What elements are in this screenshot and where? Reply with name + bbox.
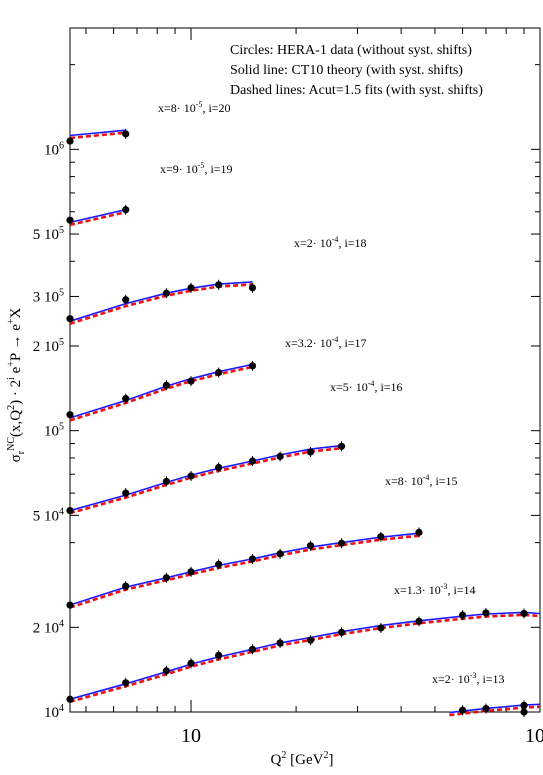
- y-axis-title: σrNC(x,Q2) · 2i e+P → e+X: [6, 307, 27, 462]
- annotation-line: Dashed lines: Acut=1.5 fits (with syst. …: [230, 83, 483, 98]
- data-point: [122, 582, 130, 590]
- data-point: [215, 560, 223, 568]
- fit-line: [69, 283, 253, 325]
- y-tick-label: 2 104: [33, 618, 64, 636]
- fit-line: [69, 210, 126, 227]
- data-point: [520, 609, 528, 618]
- data-point: [458, 706, 467, 714]
- data-point: [520, 701, 528, 710]
- theory-line: [69, 611, 541, 700]
- series-label: x=3.2· 10-4, i=17: [285, 335, 367, 350]
- y-tick-label: 5 105: [33, 225, 64, 243]
- data-point: [248, 645, 257, 653]
- data-point: [162, 667, 170, 675]
- data-point: [276, 550, 284, 558]
- series-label: x=8· 10-5, i=20: [158, 100, 231, 115]
- data-point: [187, 377, 195, 385]
- x-axis-title: Q2 [GeV2]: [271, 750, 334, 768]
- data-point: [122, 296, 130, 304]
- annotation-line: Solid line: CT10 theory (with syst. shif…: [230, 63, 463, 78]
- data-point: [162, 574, 170, 582]
- data-point: [306, 448, 315, 456]
- data-point: [162, 381, 170, 389]
- data-point: [66, 601, 74, 609]
- theory-line: [69, 363, 253, 419]
- theory-line: [69, 129, 126, 137]
- data-point: [122, 206, 130, 214]
- theory-line: [69, 281, 253, 322]
- fit-line: [449, 705, 541, 717]
- data-point: [162, 477, 170, 486]
- annotation-line: Circles: HERA-1 data (without syst. shif…: [230, 43, 472, 58]
- legend-notes: Circles: HERA-1 data (without syst. shif…: [230, 43, 483, 98]
- y-tick-label: 5 104: [33, 506, 64, 524]
- data-point: [276, 452, 284, 461]
- data-point: [187, 284, 195, 292]
- data-point: [337, 442, 346, 450]
- data-point: [306, 636, 315, 644]
- data-point: [215, 281, 223, 289]
- series-label: x=9· 10-5, i=19: [160, 161, 233, 176]
- data-point: [377, 624, 385, 632]
- fit-line: [69, 131, 126, 140]
- series-label: x=8· 10-4, i=15: [385, 473, 458, 488]
- data-point: [162, 289, 170, 297]
- curves: [69, 129, 541, 717]
- data-point: [122, 130, 130, 138]
- y-tick-label: 104: [44, 703, 64, 721]
- data-point: [215, 651, 223, 659]
- theory-line: [69, 532, 420, 606]
- y-tick-label: 106: [44, 140, 64, 158]
- data-point: [415, 528, 423, 536]
- plot-frame: [69, 27, 541, 713]
- theory-line: [449, 703, 541, 714]
- data-point: [337, 539, 346, 547]
- data-point: [66, 315, 74, 323]
- y-tick-label: 2 105: [33, 337, 64, 355]
- data-point: [482, 609, 490, 617]
- series-labels: x=8· 10-5, i=20 x=9· 10-5, i=19 x=2· 10-4,…: [158, 100, 505, 686]
- data-point: [66, 216, 74, 224]
- data-point: [458, 611, 467, 619]
- data-point: [248, 362, 257, 370]
- data-point: [248, 457, 257, 465]
- data-point: [187, 472, 195, 480]
- data-point: [66, 695, 74, 703]
- series-label: x=5· 10-4, i=16: [330, 379, 403, 394]
- axis-ticks: 104 2 104 5 104 105 2 105 3 105 5 105 106 10 100: [33, 28, 543, 747]
- data-point: [215, 368, 223, 377]
- data-point: [482, 705, 490, 713]
- y-tick-label: 105: [44, 422, 64, 440]
- series-label: x=2· 10-4, i=18: [294, 235, 367, 250]
- data-point: [415, 617, 423, 625]
- data-point: [187, 568, 195, 576]
- data-point: [122, 679, 130, 687]
- data-point: [377, 533, 385, 541]
- fit-line: [69, 613, 541, 703]
- series-label: x=2· 10-3, i=13: [432, 671, 505, 686]
- data-point: [215, 463, 223, 472]
- data-point: [187, 659, 195, 667]
- fit-line: [69, 446, 342, 515]
- y-tick-label: 3 105: [33, 287, 64, 305]
- data-point: [248, 284, 257, 292]
- data-point: [66, 506, 74, 515]
- data-point: [520, 708, 528, 716]
- data-point: [306, 542, 315, 550]
- data-point: [276, 639, 284, 647]
- theory-line: [69, 208, 126, 224]
- data-point: [122, 489, 130, 497]
- data-point: [66, 411, 74, 419]
- x-tick-label: 10: [181, 725, 201, 747]
- data-point: [248, 555, 257, 563]
- series-label: x=1.3· 10-3, i=14: [394, 582, 476, 597]
- fit-line: [69, 365, 253, 422]
- data-point: [122, 395, 130, 403]
- data-point: [337, 628, 346, 636]
- data-point: [66, 137, 74, 145]
- fit-line: [69, 534, 420, 609]
- data-points: [66, 128, 528, 717]
- x-tick-label: 100: [525, 725, 543, 747]
